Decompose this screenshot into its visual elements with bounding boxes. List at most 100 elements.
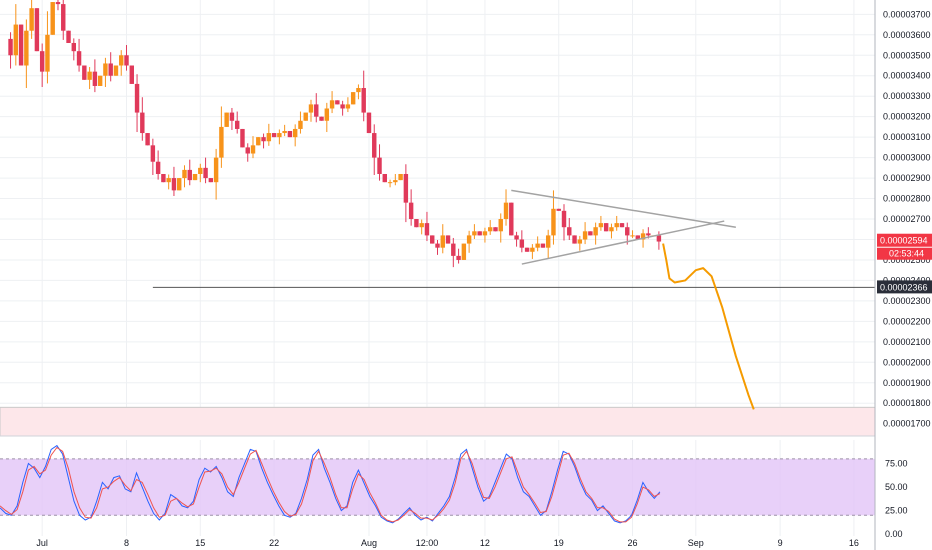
stoch-d-line [0, 446, 661, 523]
candle-body [350, 92, 356, 105]
candle-body [82, 65, 87, 80]
level-tag [877, 280, 932, 294]
candle-body [445, 235, 451, 244]
candle-body [414, 219, 419, 228]
y-tick-label: 0.00002000 [883, 357, 931, 367]
candle-body [625, 227, 630, 236]
x-tick-label: 26 [628, 538, 638, 548]
candle-body [530, 247, 535, 252]
candle-body [161, 173, 166, 183]
candle-body [393, 180, 398, 183]
candle-body [609, 227, 614, 232]
y-tick-label: 0.00003500 [883, 50, 931, 60]
candle-body [656, 235, 662, 242]
candle-body [387, 182, 393, 184]
support-zone [0, 406, 876, 437]
candle-body [140, 112, 145, 134]
candle-body [377, 157, 382, 174]
candle-body [345, 104, 351, 109]
candle-body [509, 202, 514, 236]
candle-body [13, 24, 19, 56]
support-zone-rect [0, 406, 876, 437]
candle-body [34, 8, 40, 52]
candle-body [556, 208, 561, 211]
candle-body [24, 30, 29, 66]
candle-body [598, 223, 604, 228]
candle-body [208, 178, 214, 183]
candle-body [61, 4, 66, 31]
candle-body [361, 88, 366, 113]
candle-body [50, 2, 55, 35]
y-tick-label: 0.00002100 [883, 337, 931, 347]
candle-body [424, 223, 430, 236]
candle-body [456, 255, 461, 260]
y-tick-label: 0.00002200 [883, 316, 931, 326]
level-text: 0.00002366 [880, 282, 928, 292]
y-tick-label: 0.00003100 [883, 132, 931, 142]
candle-body [134, 83, 140, 113]
candle-body [203, 167, 208, 179]
candle-body [213, 157, 219, 183]
candle-body [219, 126, 224, 158]
candle-body [198, 167, 203, 174]
candle-body [540, 243, 546, 248]
candle-body [256, 137, 261, 146]
candle-body [335, 100, 340, 105]
candle-body [124, 55, 129, 66]
candle-body [298, 120, 303, 129]
candle-body [145, 133, 150, 146]
candle-body [271, 133, 277, 138]
price-tags: 0.00002594 02:53:44 0.00002366 [877, 233, 932, 294]
candle-body [292, 128, 298, 138]
last-price-tag [877, 233, 932, 247]
candle-body [45, 34, 50, 72]
y-tick-label: 0.00003300 [883, 91, 931, 101]
candlestick-series [8, 0, 662, 268]
candle-body [87, 71, 92, 80]
candle-body [71, 42, 77, 52]
candle-body [640, 233, 646, 240]
candle-body [403, 173, 409, 203]
candle-body [382, 173, 388, 183]
candle-body [593, 227, 598, 236]
candle-body [545, 235, 551, 248]
candle-body [8, 38, 13, 56]
candle-body [572, 235, 577, 244]
candle-body [482, 231, 488, 236]
candle-body [277, 133, 282, 138]
candle-body [119, 55, 124, 66]
candle-body [493, 227, 498, 232]
y-tick-label: 0.00001700 [883, 419, 931, 429]
candle-body [103, 63, 108, 76]
candle-body [97, 75, 103, 86]
candle-body [408, 202, 414, 220]
last-price-text: 0.00002594 [880, 236, 928, 246]
candle-body [435, 243, 440, 248]
y-tick-label: 0.00002500 [883, 255, 931, 265]
candle-body [614, 223, 619, 228]
candle-body [472, 231, 477, 236]
candle-body [282, 131, 287, 134]
triangle-lower-line [521, 220, 725, 265]
candle-body [224, 112, 229, 127]
y-tick-label: 0.00002900 [883, 173, 931, 183]
candle-body [166, 178, 171, 183]
candle-body [551, 208, 556, 236]
y-tick-label: 0.00003600 [883, 30, 931, 40]
candle-body [266, 133, 272, 142]
candle-body [177, 178, 182, 191]
candle-body [503, 202, 509, 220]
candle-body [524, 247, 530, 252]
candle-body [498, 219, 503, 232]
candle-body [319, 116, 324, 121]
candle-body [66, 30, 71, 43]
y-tick-label: 0.00001900 [883, 378, 931, 388]
candle-body [18, 24, 24, 66]
candle-body [514, 235, 519, 240]
candle-body [366, 112, 372, 134]
y-tick-label: 0.00003400 [883, 71, 931, 81]
x-tick-label: 8 [124, 538, 129, 548]
x-tick-label: 22 [269, 538, 279, 548]
candle-body [303, 112, 308, 121]
